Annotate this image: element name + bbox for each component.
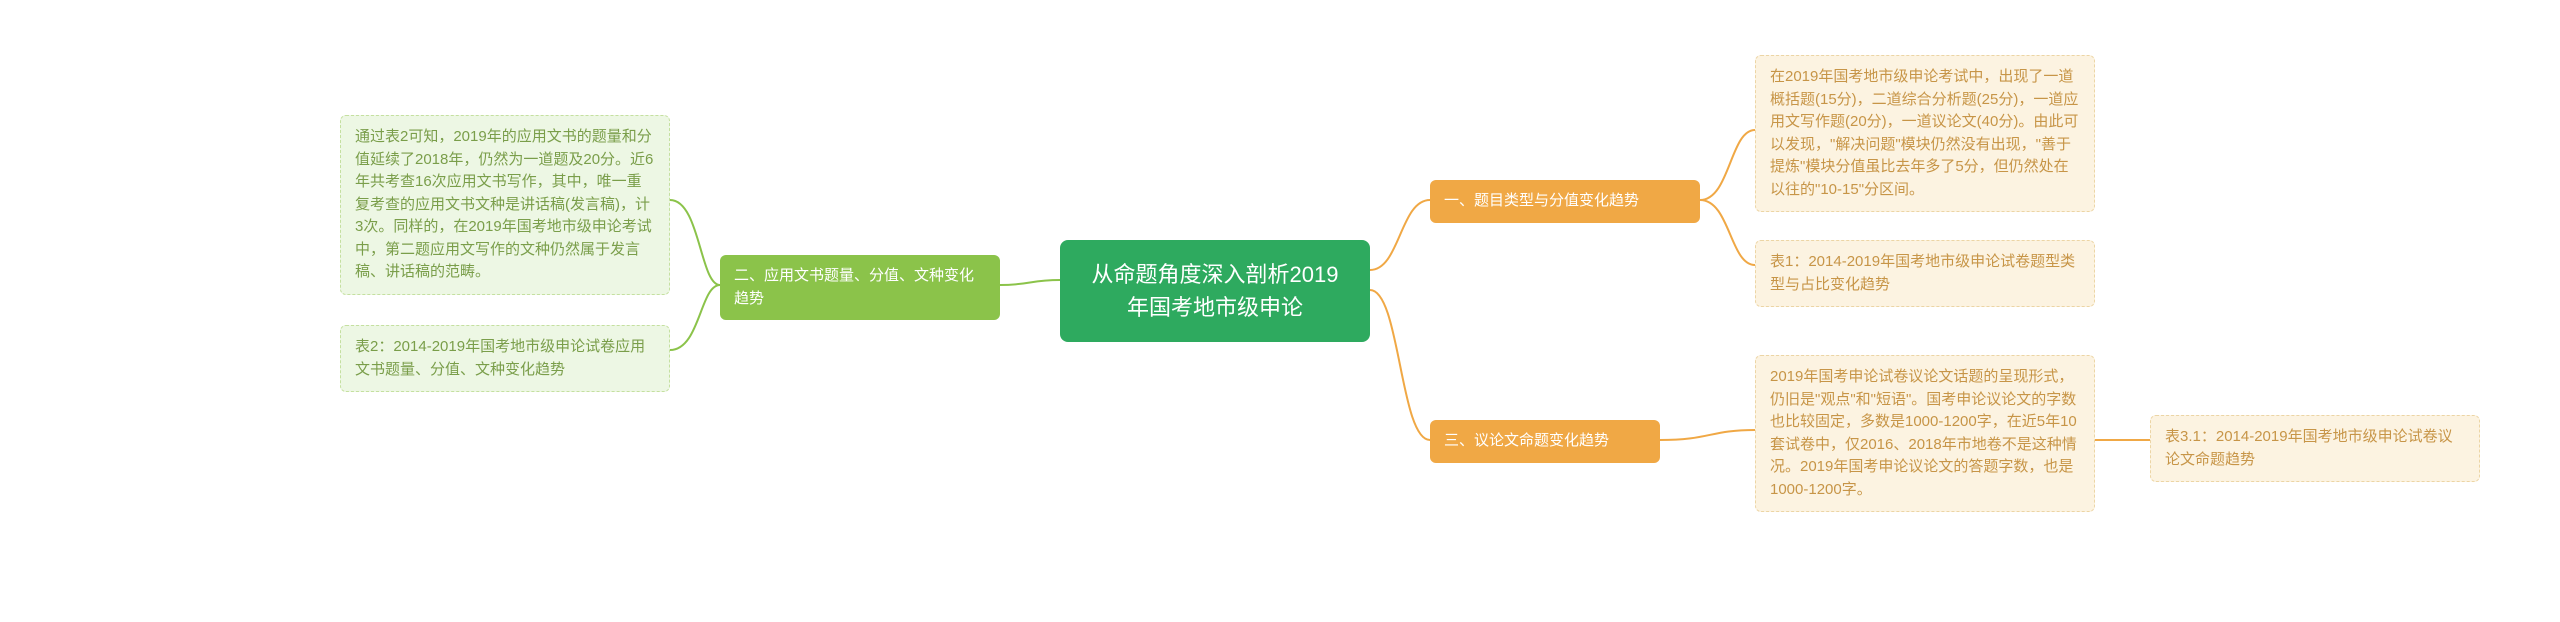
leaf-right-top-2: 表1：2014-2019年国考地市级申论试卷题型类型与占比变化趋势 [1755,240,2095,307]
leaf-right-bottom-1-text: 2019年国考申论试卷议论文话题的呈现形式，仍旧是"观点"和"短语"。国考申论议… [1770,368,2077,498]
branch-right-bottom-title: 三、议论文命题变化趋势 [1444,432,1609,449]
branch-right-top: 一、题目类型与分值变化趋势 [1430,180,1700,223]
leaf-left-2: 表2：2014-2019年国考地市级申论试卷应用文书题量、分值、文种变化趋势 [340,325,670,392]
center-node: 从命题角度深入剖析2019年国考地市级申论 [1060,240,1370,342]
branch-right-bottom: 三、议论文命题变化趋势 [1430,420,1660,463]
leaf-right-bottom-2: 表3.1：2014-2019年国考地市级申论试卷议论文命题趋势 [2150,415,2480,482]
center-text: 从命题角度深入剖析2019年国考地市级申论 [1092,262,1339,320]
leaf-right-top-2-text: 表1：2014-2019年国考地市级申论试卷题型类型与占比变化趋势 [1770,253,2075,293]
branch-left: 二、应用文书题量、分值、文种变化趋势 [720,255,1000,320]
leaf-left-1-text: 通过表2可知，2019年的应用文书的题量和分值延续了2018年，仍然为一道题及2… [355,128,653,280]
leaf-right-bottom-1: 2019年国考申论试卷议论文话题的呈现形式，仍旧是"观点"和"短语"。国考申论议… [1755,355,2095,512]
leaf-right-top-1: 在2019年国考地市级申论考试中，出现了一道概括题(15分)，二道综合分析题(2… [1755,55,2095,212]
leaf-right-top-1-text: 在2019年国考地市级申论考试中，出现了一道概括题(15分)，二道综合分析题(2… [1770,68,2078,198]
leaf-right-bottom-2-text: 表3.1：2014-2019年国考地市级申论试卷议论文命题趋势 [2165,428,2453,468]
branch-right-top-title: 一、题目类型与分值变化趋势 [1444,192,1639,209]
branch-left-title: 二、应用文书题量、分值、文种变化趋势 [734,267,974,307]
leaf-left-2-text: 表2：2014-2019年国考地市级申论试卷应用文书题量、分值、文种变化趋势 [355,338,645,378]
leaf-left-1: 通过表2可知，2019年的应用文书的题量和分值延续了2018年，仍然为一道题及2… [340,115,670,295]
